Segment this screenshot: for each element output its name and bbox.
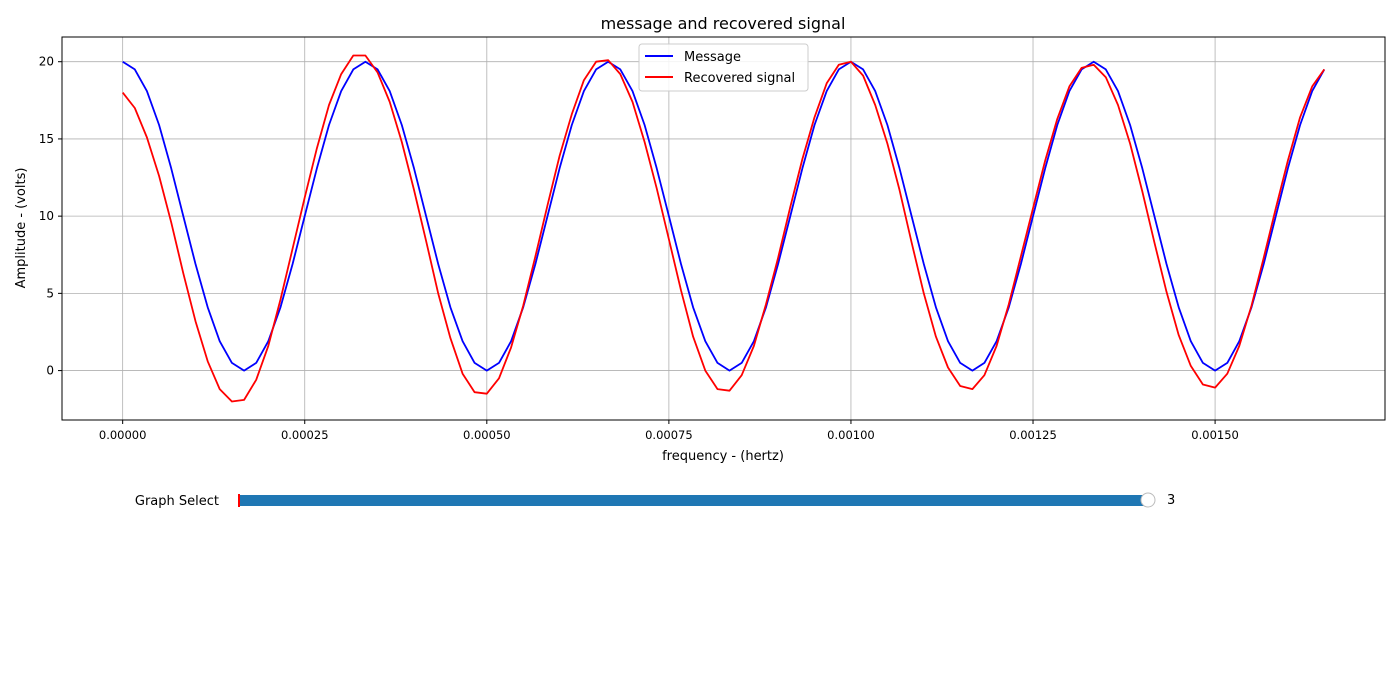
x-tick-label: 0.00150	[1191, 428, 1239, 442]
y-tick-label: 20	[39, 55, 54, 69]
slider-handle[interactable]	[1140, 492, 1156, 508]
legend: Message Recovered signal	[638, 43, 809, 92]
y-tick-label: 0	[46, 364, 54, 378]
x-tick-label: 0.00000	[99, 428, 147, 442]
legend-label-message: Message	[684, 50, 741, 65]
series-line-message	[122, 60, 1326, 372]
x-tick-label: 0.00075	[645, 428, 693, 442]
legend-label-recovered-signal: Recovered signal	[684, 71, 795, 86]
y-axis-ticks: 0 5 10 15 20	[39, 55, 62, 378]
x-tick-label: 0.00100	[827, 428, 875, 442]
plot-area-frame	[61, 36, 1386, 421]
x-tick-label: 0.00025	[281, 428, 329, 442]
slider-fill	[239, 495, 1148, 506]
slider-label: Graph Select	[135, 494, 219, 509]
x-axis-label: frequency - (hertz)	[662, 449, 784, 464]
y-tick-label: 5	[46, 286, 54, 300]
chart-title: message and recovered signal	[601, 14, 846, 33]
x-tick-label: 0.00050	[463, 428, 511, 442]
graph-select-slider[interactable]: Graph Select 3	[135, 492, 1175, 509]
y-tick-label: 10	[39, 209, 54, 223]
series-line-recovered-signal	[121, 54, 1326, 403]
slider-value: 3	[1167, 493, 1175, 508]
x-axis-ticks: 0.00000 0.00025 0.00050 0.00075 0.00100 0.001…	[99, 420, 1239, 442]
y-axis-label: Amplitude - (volts)	[14, 168, 29, 289]
x-tick-label: 0.00125	[1009, 428, 1057, 442]
grid-lines	[62, 37, 1385, 420]
y-tick-label: 15	[39, 132, 54, 146]
legend-box	[638, 43, 809, 92]
series-group	[121, 54, 1326, 403]
